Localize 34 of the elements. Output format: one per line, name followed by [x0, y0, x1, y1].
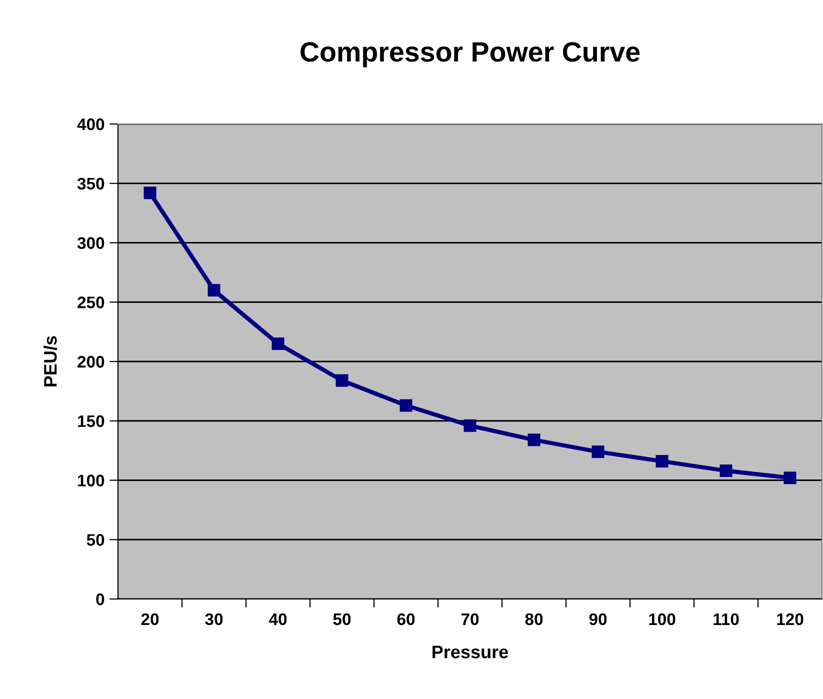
x-tick-label: 20	[141, 613, 159, 626]
point	[464, 419, 476, 432]
chart-title: Compressor Power Curve	[300, 42, 640, 68]
x-tick-label: 100	[649, 613, 676, 626]
y-tick-label: 300	[77, 237, 104, 249]
point	[528, 434, 540, 446]
point	[656, 455, 668, 468]
y-tick-label: 350	[77, 178, 104, 190]
point	[336, 374, 348, 387]
y-tick-label: 0	[96, 593, 104, 606]
point	[400, 399, 412, 412]
point	[720, 464, 732, 477]
x-tick-label: 60	[397, 613, 415, 626]
y-axis-title: PEU/s	[44, 336, 57, 386]
y-tick-label: 400	[77, 118, 104, 130]
x-tick-label: 90	[589, 613, 607, 626]
point	[144, 186, 156, 200]
point	[272, 337, 284, 350]
point	[592, 446, 604, 458]
point	[784, 472, 796, 484]
x-tick-label: 70	[461, 613, 479, 626]
y-tick-label: 150	[78, 415, 104, 428]
y-tick-label: 200	[78, 356, 104, 368]
x-tick-label: 110	[714, 613, 739, 626]
y-tick-label: 100	[78, 474, 104, 486]
x-tick-label: 40	[268, 613, 287, 626]
x-axis-title: Pressure	[432, 646, 508, 658]
point	[208, 284, 220, 296]
x-tick-label: 30	[205, 613, 223, 626]
x-tick-label: 120	[777, 613, 804, 626]
x-tick-label: 50	[333, 613, 351, 626]
y-tick-label: 50	[86, 534, 104, 546]
x-tick-label: 80	[525, 613, 543, 626]
y-tick-label: 250	[78, 296, 104, 308]
